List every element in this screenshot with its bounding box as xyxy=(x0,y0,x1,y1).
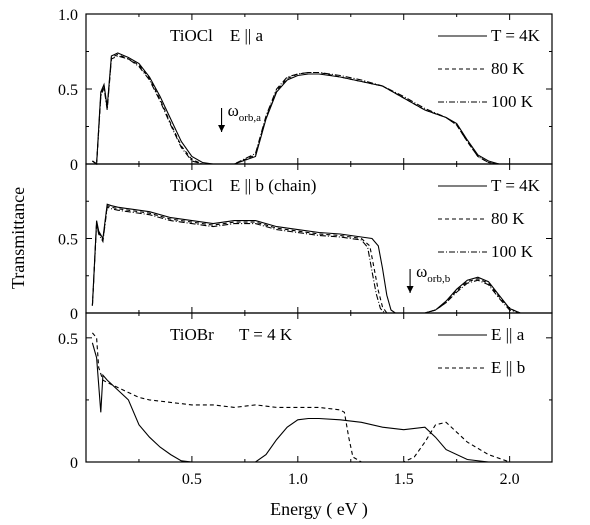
y-tick-label: 0.5 xyxy=(58,331,78,348)
series-line-3 xyxy=(91,206,521,314)
legend-label: 100 K xyxy=(491,92,534,111)
legend-label: T = 4K xyxy=(491,176,541,195)
panel-label: TiOBr T = 4 K xyxy=(170,325,293,344)
legend-label: 80 K xyxy=(491,209,525,228)
x-tick-label: 1.0 xyxy=(288,471,308,488)
annotation-arrowhead xyxy=(218,125,226,132)
annotation-label: ωorb,a xyxy=(228,101,262,124)
panel-1: 0 0.5 1.0 TiOCl E || a T = 4K 80 K 100 K ωorb,a xyxy=(58,7,553,174)
y-tick-label: 0.5 xyxy=(58,82,78,99)
series-line-2 xyxy=(91,204,521,314)
legend-label: E || b xyxy=(491,358,525,377)
panel-label: TiOCl E || a xyxy=(170,26,264,45)
x-tick-label: 2.0 xyxy=(500,471,520,488)
panel-3: 0 0.5 TiOBr T = 4 K E || a E || b 0.5 1.0 1.5 2.… xyxy=(58,312,553,488)
y-tick-label: 1.0 xyxy=(58,7,78,24)
legend-label: 100 K xyxy=(491,242,534,261)
annotation-label: ωorb,b xyxy=(416,262,451,285)
x-tick-label: 1.5 xyxy=(394,471,414,488)
series-line-1 xyxy=(92,52,510,166)
x-tick-label: 0.5 xyxy=(182,471,202,488)
panel-frame xyxy=(85,312,553,463)
series-line-2 xyxy=(91,332,510,463)
y-tick-label: 0 xyxy=(70,157,78,174)
panel-label: TiOCl E || b (chain) xyxy=(170,176,316,195)
y-tick-label: 0 xyxy=(70,455,78,472)
y-axis-title: Transmittance xyxy=(8,187,28,289)
x-axis-title: Energy ( eV ) xyxy=(270,499,368,520)
y-tick-label: 0.5 xyxy=(58,232,78,249)
annotation-arrowhead xyxy=(406,286,414,293)
series-line-3 xyxy=(92,55,510,166)
legend-label: 80 K xyxy=(491,59,525,78)
chart-panels: 0 0.5 1.0 TiOCl E || a T = 4K 80 K 100 K ωorb,a… xyxy=(58,7,553,488)
legend-label: E || a xyxy=(491,325,525,344)
series-line-2 xyxy=(92,53,510,166)
y-tick-label: 0 xyxy=(70,306,78,323)
series-line-1 xyxy=(91,203,521,314)
legend-label: T = 4K xyxy=(491,26,541,45)
panel-2: 0 0.5 TiOCl E || b (chain) T = 4K 80 K 100 K ω… xyxy=(58,163,553,323)
series-line-1 xyxy=(91,342,510,463)
